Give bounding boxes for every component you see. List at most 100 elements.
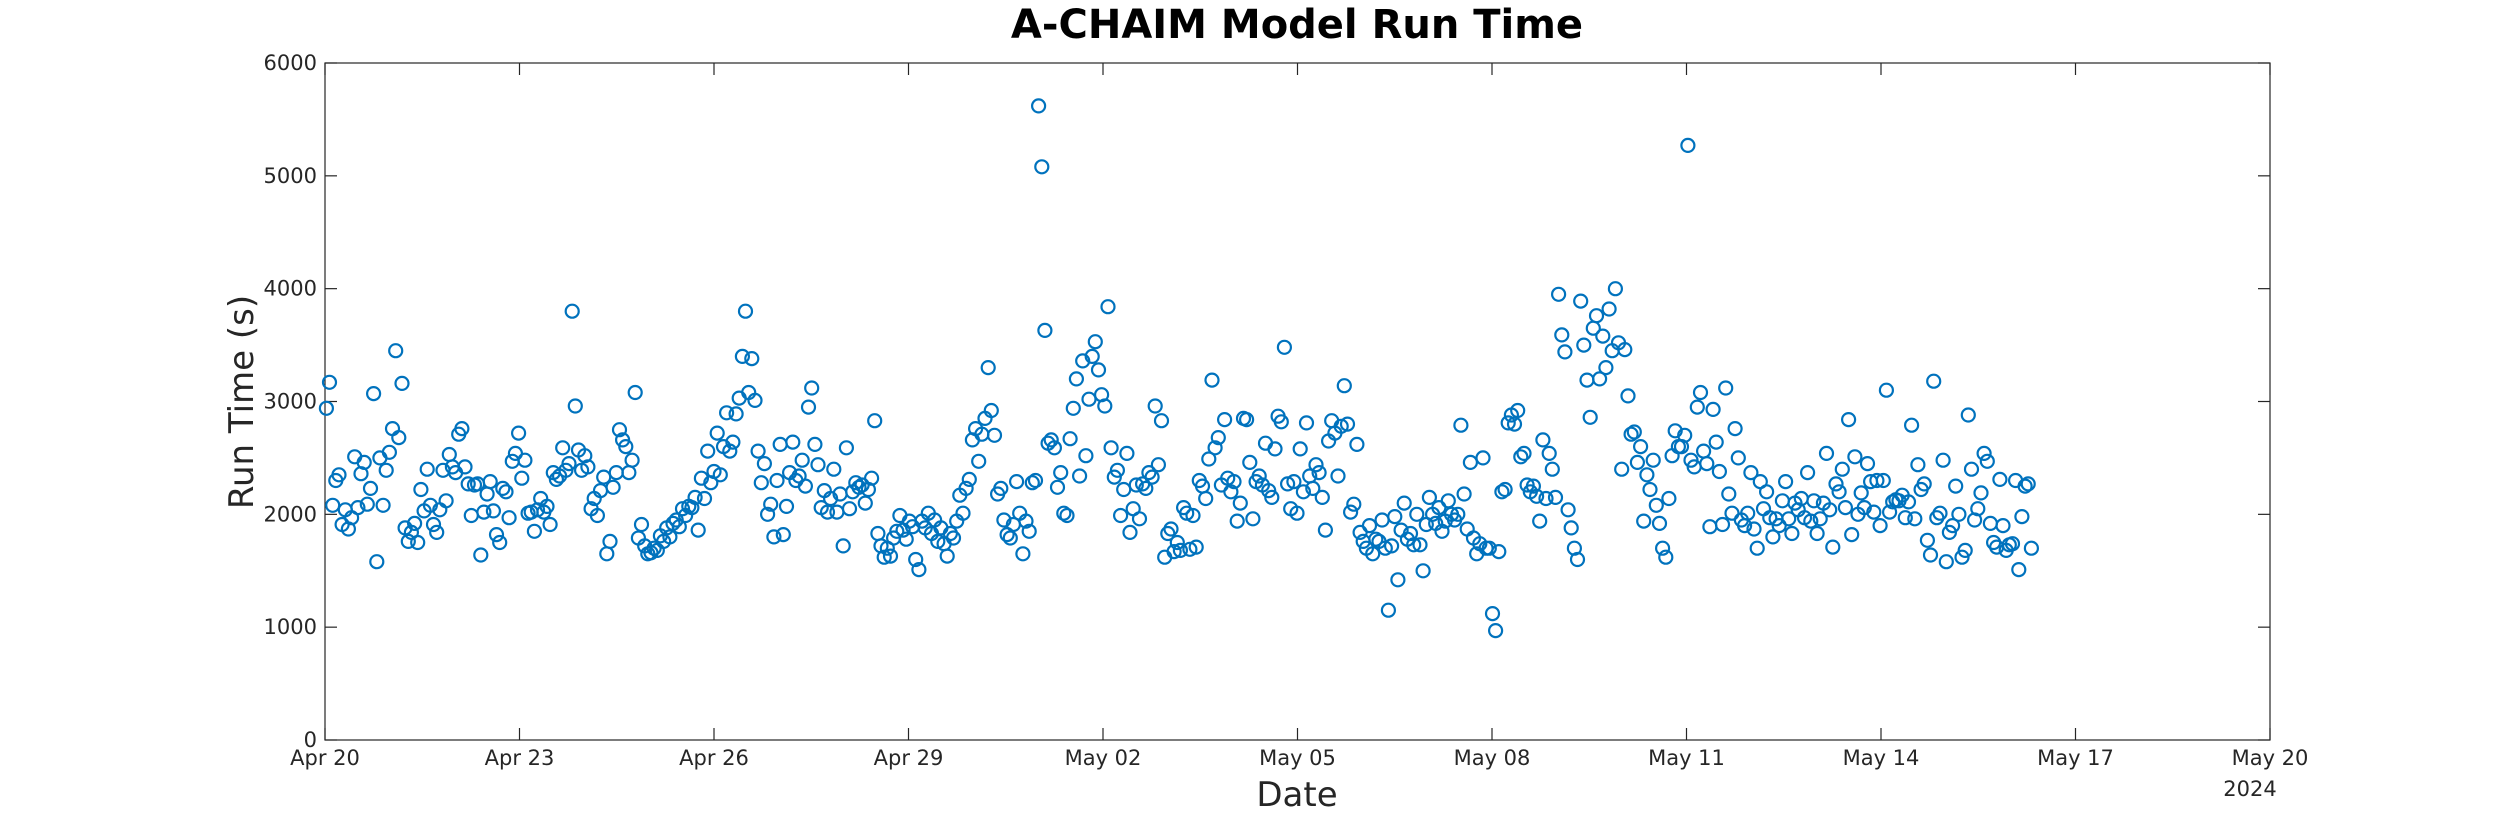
- data-point: [728, 406, 744, 422]
- data-point: [1812, 511, 1828, 527]
- data-point: [1317, 522, 1334, 538]
- data-point: [1689, 399, 1705, 415]
- data-point: [1292, 441, 1308, 457]
- data-point: [1844, 526, 1860, 543]
- data-point: [318, 400, 334, 416]
- data-point: [1973, 485, 1989, 501]
- data-point: [1831, 484, 1847, 500]
- data-point: [955, 505, 971, 521]
- data-point: [734, 348, 751, 364]
- data-point: [1661, 490, 1677, 507]
- data-point: [1065, 400, 1081, 416]
- data-point: [517, 452, 533, 468]
- data-point: [1859, 456, 1876, 472]
- data-point: [400, 533, 416, 550]
- data-point: [1276, 339, 1293, 355]
- x-tick-label: May 08: [1454, 746, 1531, 770]
- data-point: [1935, 452, 1951, 468]
- x-tick-label: Apr 23: [485, 746, 555, 770]
- data-point: [908, 551, 924, 568]
- data-point: [1387, 508, 1403, 525]
- data-point: [1245, 511, 1261, 527]
- data-point: [1346, 496, 1362, 512]
- data-point: [1440, 493, 1456, 509]
- data-point: [863, 470, 880, 486]
- data-point: [1714, 516, 1731, 533]
- data-point: [1342, 504, 1359, 520]
- data-point: [1875, 472, 1891, 489]
- data-point: [1922, 547, 1939, 563]
- data-point: [1957, 542, 1973, 559]
- data-point: [419, 461, 435, 477]
- y-tick-label: 6000: [264, 51, 317, 75]
- data-point: [1623, 426, 1639, 442]
- data-point: [1267, 441, 1283, 457]
- data-point: [1900, 494, 1917, 510]
- data-point: [876, 549, 892, 565]
- data-point: [1053, 465, 1069, 481]
- data-point: [589, 507, 606, 524]
- data-point: [1866, 504, 1882, 520]
- data-point: [1576, 337, 1592, 353]
- data-point: [1806, 493, 1822, 509]
- data-point: [454, 421, 470, 437]
- data-point: [457, 459, 473, 475]
- data-point: [1847, 449, 1863, 465]
- data-point: [1992, 471, 2008, 487]
- data-point: [542, 516, 558, 533]
- data-point: [1018, 513, 1034, 529]
- data-point: [993, 480, 1009, 496]
- data-point: [1261, 483, 1277, 499]
- data-point: [391, 430, 407, 446]
- data-point: [1626, 424, 1642, 440]
- data-point: [1651, 515, 1668, 532]
- data-point: [1075, 353, 1091, 369]
- data-point: [1182, 541, 1198, 557]
- data-point: [366, 386, 382, 402]
- data-point: [1412, 537, 1428, 553]
- data-point: [1834, 461, 1850, 477]
- data-point: [961, 471, 977, 487]
- data-point: [1138, 480, 1154, 496]
- data-point: [359, 496, 375, 512]
- data-point: [1642, 481, 1658, 498]
- data-point: [1251, 468, 1267, 484]
- x-axis-label: Date: [1256, 775, 1337, 815]
- data-point: [561, 456, 577, 472]
- data-point: [1434, 523, 1450, 539]
- data-point: [564, 303, 580, 319]
- data-point: [1150, 457, 1167, 473]
- data-point: [1743, 465, 1759, 481]
- data-point: [1078, 448, 1094, 464]
- data-point: [1049, 479, 1066, 495]
- data-point: [1314, 489, 1330, 505]
- data-point: [1484, 605, 1501, 622]
- data-point: [1588, 308, 1605, 324]
- data-point: [410, 534, 426, 551]
- data-point: [1034, 159, 1050, 175]
- data-point: [1721, 486, 1737, 502]
- data-point: [980, 360, 996, 376]
- data-point: [1903, 417, 1920, 433]
- data-point: [996, 512, 1012, 528]
- data-point: [1614, 461, 1630, 477]
- x-tick-label: Apr 29: [874, 746, 944, 770]
- data-point: [2017, 478, 2033, 494]
- data-point: [1932, 505, 1948, 521]
- data-point: [1216, 412, 1233, 428]
- data-point: [624, 452, 640, 468]
- data-point: [775, 526, 791, 543]
- data-point: [1535, 432, 1551, 448]
- data-point: [687, 489, 703, 505]
- data-point: [1708, 434, 1724, 450]
- data-point: [1090, 362, 1107, 378]
- data-point: [473, 547, 489, 563]
- data-point: [555, 440, 571, 456]
- data-point: [794, 452, 810, 468]
- data-point: [1730, 450, 1746, 466]
- data-point: [945, 530, 962, 546]
- data-point: [1201, 451, 1217, 467]
- y-tick-label: 3000: [264, 390, 317, 414]
- data-point: [331, 467, 347, 483]
